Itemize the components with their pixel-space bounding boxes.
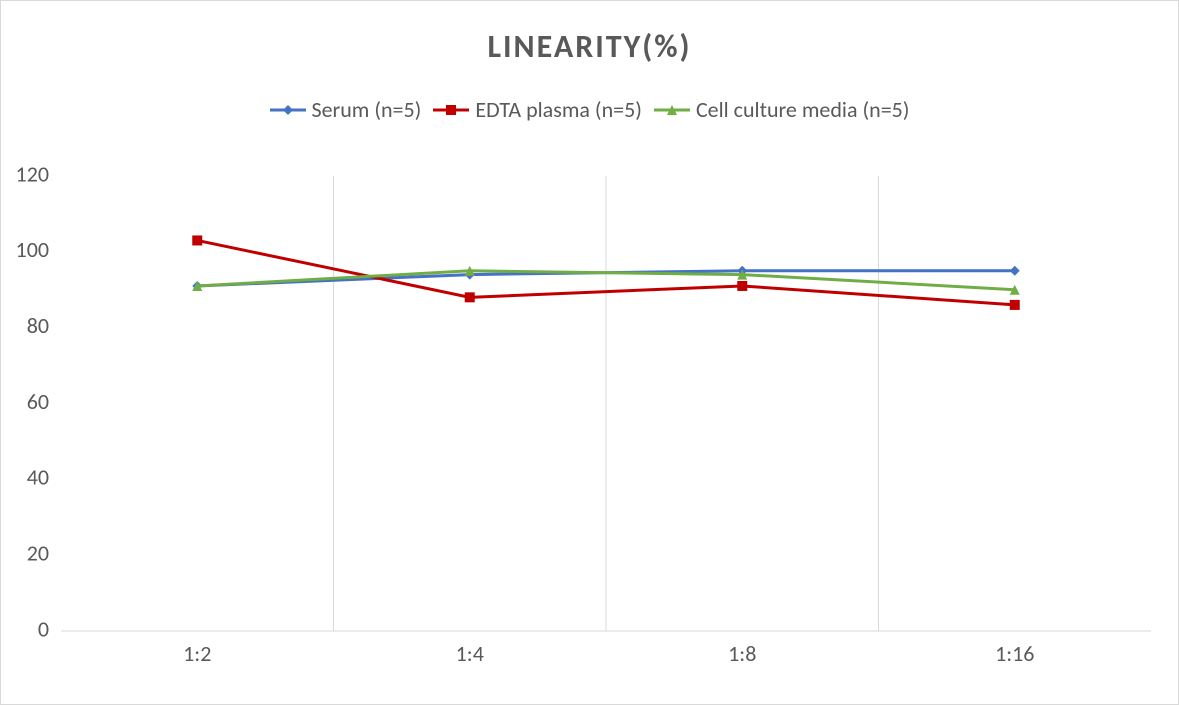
chart-title: LINEARITY(%)	[1, 1, 1178, 66]
x-tick-label: 1:8	[728, 640, 756, 667]
square-marker-icon	[192, 235, 202, 245]
y-tick-label: 60	[27, 388, 49, 415]
y-tick-label: 100	[16, 236, 49, 263]
legend-swatch-serum	[270, 101, 306, 119]
legend-swatch-media	[654, 101, 690, 119]
square-marker-icon	[1010, 300, 1020, 310]
diamond-marker-icon	[283, 105, 293, 115]
plot-area: 0204060801001201:21:41:81:16	[61, 176, 1151, 631]
x-tick-label: 1:4	[456, 640, 484, 667]
y-tick-label: 120	[16, 160, 49, 187]
legend-label: Cell culture media (n=5)	[696, 96, 910, 123]
square-marker-icon	[737, 281, 747, 291]
legend-item-media: Cell culture media (n=5)	[654, 96, 910, 123]
legend-label: EDTA plasma (n=5)	[475, 96, 642, 123]
legend-label: Serum (n=5)	[312, 96, 422, 123]
y-tick-label: 0	[38, 615, 49, 642]
linearity-chart: LINEARITY(%) Serum (n=5) EDTA plasma (n=5…	[0, 0, 1179, 705]
square-marker-icon	[465, 292, 475, 302]
triangle-marker-icon	[667, 105, 677, 115]
legend-swatch-edta	[433, 101, 469, 119]
x-tick-label: 1:16	[995, 640, 1034, 667]
y-tick-label: 40	[27, 464, 49, 491]
y-tick-label: 80	[27, 312, 49, 339]
legend-item-serum: Serum (n=5)	[270, 96, 422, 123]
square-marker-icon	[446, 105, 456, 115]
x-tick-label: 1:2	[183, 640, 211, 667]
chart-legend: Serum (n=5) EDTA plasma (n=5) Cell culture…	[1, 96, 1178, 123]
legend-item-edta: EDTA plasma (n=5)	[433, 96, 642, 123]
y-tick-label: 20	[27, 539, 49, 566]
